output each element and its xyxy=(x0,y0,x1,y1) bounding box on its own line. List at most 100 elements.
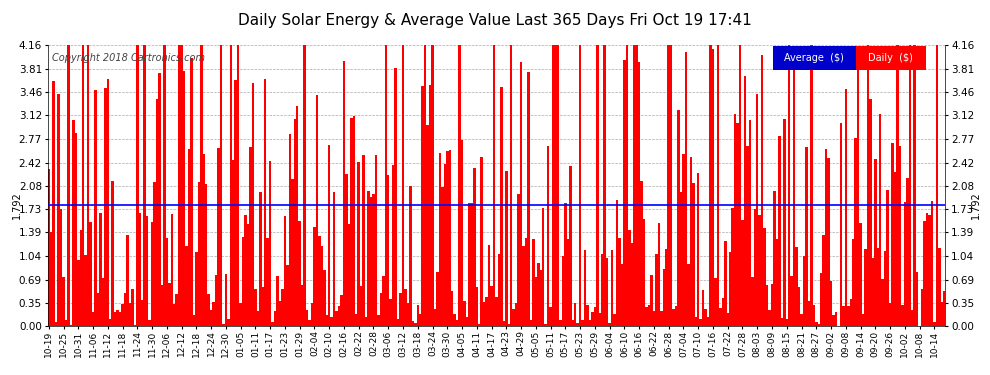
Bar xyxy=(670,45,672,326)
Bar xyxy=(729,252,732,326)
Bar xyxy=(185,246,188,326)
Bar xyxy=(141,300,144,326)
Bar xyxy=(675,306,677,326)
Bar xyxy=(495,297,498,326)
Bar xyxy=(852,238,854,326)
Bar xyxy=(296,106,298,326)
Bar xyxy=(889,303,891,326)
Bar xyxy=(828,158,830,326)
Bar xyxy=(776,240,778,326)
Bar xyxy=(279,301,281,326)
Bar xyxy=(619,238,621,326)
Bar xyxy=(67,45,69,326)
Bar xyxy=(862,314,864,326)
Bar xyxy=(540,270,542,326)
Bar xyxy=(508,324,510,326)
Bar xyxy=(748,120,751,326)
Bar xyxy=(301,285,303,326)
Bar xyxy=(844,89,847,326)
Bar xyxy=(473,168,475,326)
Bar xyxy=(424,45,427,326)
Bar xyxy=(281,289,284,326)
Bar xyxy=(771,284,773,326)
Bar xyxy=(493,45,495,326)
Bar xyxy=(515,303,518,326)
Bar xyxy=(503,321,505,326)
Bar xyxy=(205,184,208,326)
Bar xyxy=(210,310,212,326)
Bar xyxy=(129,303,131,326)
Bar xyxy=(163,45,165,326)
Bar xyxy=(724,241,727,326)
Bar xyxy=(594,307,596,326)
Bar xyxy=(626,45,628,326)
Bar xyxy=(926,213,929,326)
Bar xyxy=(155,99,158,326)
Bar xyxy=(800,314,803,326)
Bar xyxy=(869,99,871,326)
Bar xyxy=(528,72,530,326)
Bar xyxy=(460,140,463,326)
Bar xyxy=(52,81,54,326)
Bar xyxy=(84,255,87,326)
Bar xyxy=(518,194,520,326)
Bar xyxy=(631,243,633,326)
Bar xyxy=(261,287,264,326)
Bar xyxy=(756,94,758,326)
FancyBboxPatch shape xyxy=(855,46,926,70)
Bar xyxy=(350,118,352,326)
Bar xyxy=(478,324,480,326)
Bar xyxy=(153,183,155,326)
Bar xyxy=(768,310,771,326)
Bar xyxy=(237,45,240,326)
Bar xyxy=(404,289,407,326)
Bar xyxy=(50,232,52,326)
Bar xyxy=(374,155,377,326)
Bar xyxy=(114,312,117,326)
Bar xyxy=(833,315,835,326)
Bar xyxy=(535,278,538,326)
Bar xyxy=(643,219,645,326)
Bar xyxy=(306,310,308,326)
Bar xyxy=(200,45,203,326)
Bar xyxy=(256,310,259,326)
Bar xyxy=(609,323,611,326)
Bar xyxy=(170,214,173,326)
Bar xyxy=(183,70,185,326)
Bar xyxy=(249,147,251,326)
Bar xyxy=(362,155,365,326)
Bar xyxy=(805,147,808,326)
Bar xyxy=(697,172,700,326)
Bar xyxy=(766,285,768,326)
Bar xyxy=(714,278,717,326)
Bar xyxy=(112,181,114,326)
Bar xyxy=(702,290,704,326)
Bar xyxy=(245,215,247,326)
Bar xyxy=(54,322,57,326)
Bar xyxy=(795,247,798,326)
Bar xyxy=(761,54,763,326)
Bar xyxy=(399,294,402,326)
Bar xyxy=(419,314,422,326)
Bar xyxy=(208,294,210,326)
Bar xyxy=(561,256,564,326)
Bar xyxy=(173,304,175,326)
Bar xyxy=(439,153,442,326)
Bar xyxy=(569,166,571,326)
Bar xyxy=(638,63,641,326)
Bar xyxy=(230,45,232,326)
Bar xyxy=(864,249,866,326)
Bar xyxy=(874,159,876,326)
Bar xyxy=(69,325,72,326)
Text: Copyright 2018 Cartronics.com: Copyright 2018 Cartronics.com xyxy=(52,54,205,63)
Bar xyxy=(815,322,818,326)
Bar xyxy=(712,49,714,326)
Bar xyxy=(574,303,576,326)
Bar xyxy=(360,286,362,326)
Bar xyxy=(525,238,528,326)
Bar xyxy=(266,238,269,326)
Bar xyxy=(247,224,249,326)
Bar xyxy=(793,46,795,326)
Bar xyxy=(119,312,122,326)
Bar xyxy=(549,308,551,326)
